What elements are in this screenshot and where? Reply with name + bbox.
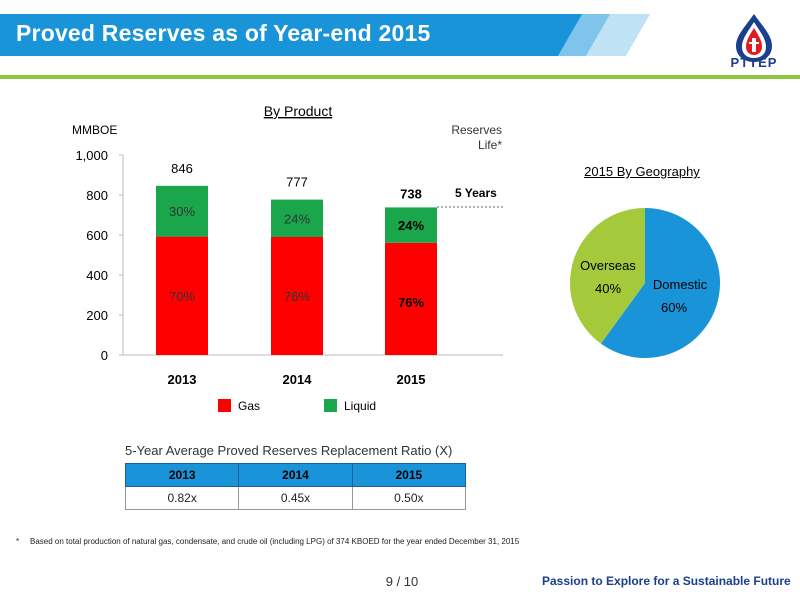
bar-total-label: 846 bbox=[171, 161, 193, 176]
bar-gas-2015 bbox=[385, 242, 437, 355]
footnote-text: Based on total production of natural gas… bbox=[30, 537, 520, 546]
table-cell-2013: 0.82x bbox=[124, 486, 240, 510]
ratio-table-title: 5-Year Average Proved Reserves Replaceme… bbox=[125, 443, 453, 458]
table-header-2013: 2013 bbox=[124, 463, 240, 487]
gas-percent-label: 76% bbox=[398, 295, 424, 310]
table-cell-2015: 0.50x bbox=[351, 486, 467, 510]
legend-label: Gas bbox=[238, 399, 260, 413]
pie-label-name: Domestic bbox=[653, 277, 708, 292]
logo-text: PTTEP bbox=[730, 55, 778, 70]
legend-swatch-gas bbox=[218, 399, 231, 412]
bar-liquid-2013 bbox=[156, 185, 208, 237]
x-tick-label: 2014 bbox=[283, 372, 313, 387]
pie-label-percent: 60% bbox=[661, 300, 687, 315]
gas-percent-label: 76% bbox=[284, 289, 310, 304]
chart-title: By Product bbox=[264, 103, 333, 119]
footer-slogan: Passion to Explore for a Sustainable Fut… bbox=[542, 574, 791, 588]
pie-slice-domestic bbox=[600, 208, 720, 358]
y-tick-label: 400 bbox=[86, 268, 108, 283]
bar-total-label: 777 bbox=[286, 175, 308, 190]
footnote-mark: * bbox=[16, 537, 20, 546]
gas-percent-label: 70% bbox=[169, 289, 195, 304]
reserves-life-label-2: Life* bbox=[478, 138, 502, 152]
footnote: * Based on total production of natural ga… bbox=[16, 537, 519, 546]
header-divider bbox=[0, 75, 800, 79]
pie-label-percent: 40% bbox=[595, 281, 621, 296]
page-number: 9 / 10 bbox=[385, 574, 419, 589]
x-tick-label: 2013 bbox=[168, 372, 197, 387]
x-tick-label: 2015 bbox=[397, 372, 426, 387]
pie-slice-overseas bbox=[570, 207, 645, 344]
legend: Gas Liquid bbox=[218, 399, 376, 413]
liquid-percent-label: 30% bbox=[169, 204, 195, 219]
legend-swatch-liquid bbox=[324, 399, 337, 412]
y-tick-label: 600 bbox=[86, 228, 108, 243]
table-header-2015: 2015 bbox=[351, 463, 467, 487]
table-header-row: 2013 2014 2015 bbox=[124, 463, 467, 487]
bar-gas-2013 bbox=[156, 236, 208, 355]
geography-chart-title: 2015 By Geography bbox=[584, 164, 700, 179]
bars: 70% 30% 846 76% 24% 777 76% 24% 738 bbox=[156, 161, 437, 355]
y-axis-label: MMBOE bbox=[72, 123, 117, 137]
bar-gas-2014 bbox=[271, 237, 323, 355]
reserves-life-label: Reserves bbox=[451, 123, 502, 137]
y-tick-label: 200 bbox=[86, 308, 108, 323]
liquid-percent-label: 24% bbox=[398, 218, 424, 233]
geography-pie-chart: Domestic 60% Overseas 40% bbox=[570, 207, 720, 358]
bar-liquid-2014 bbox=[271, 199, 323, 237]
bar-liquid-2015 bbox=[385, 207, 437, 243]
header-bar bbox=[0, 14, 600, 56]
table-row: 0.82x 0.45x 0.50x bbox=[124, 486, 467, 510]
x-axis: 2013 2014 2015 bbox=[168, 372, 426, 387]
table-cell-2014: 0.45x bbox=[238, 486, 353, 510]
y-tick-label: 800 bbox=[86, 188, 108, 203]
liquid-percent-label: 24% bbox=[284, 211, 310, 226]
bar-total-label: 738 bbox=[400, 186, 422, 201]
by-product-chart: By Product MMBOE Reserves Life* 0 200 400 6… bbox=[72, 103, 503, 413]
pie-label-name: Overseas bbox=[580, 258, 636, 273]
reserves-life-annotation: 5 Years bbox=[455, 186, 497, 200]
y-tick-label: 0 bbox=[101, 348, 108, 363]
legend-label: Liquid bbox=[344, 399, 376, 413]
y-tick-label: 1,000 bbox=[75, 148, 108, 163]
ratio-table: 2013 2014 2015 0.82x 0.45x 0.50x bbox=[124, 463, 467, 510]
table-header-2014: 2014 bbox=[238, 463, 353, 487]
pttep-logo-icon bbox=[736, 14, 772, 62]
page-title: Proved Reserves as of Year-end 2015 bbox=[16, 20, 431, 46]
